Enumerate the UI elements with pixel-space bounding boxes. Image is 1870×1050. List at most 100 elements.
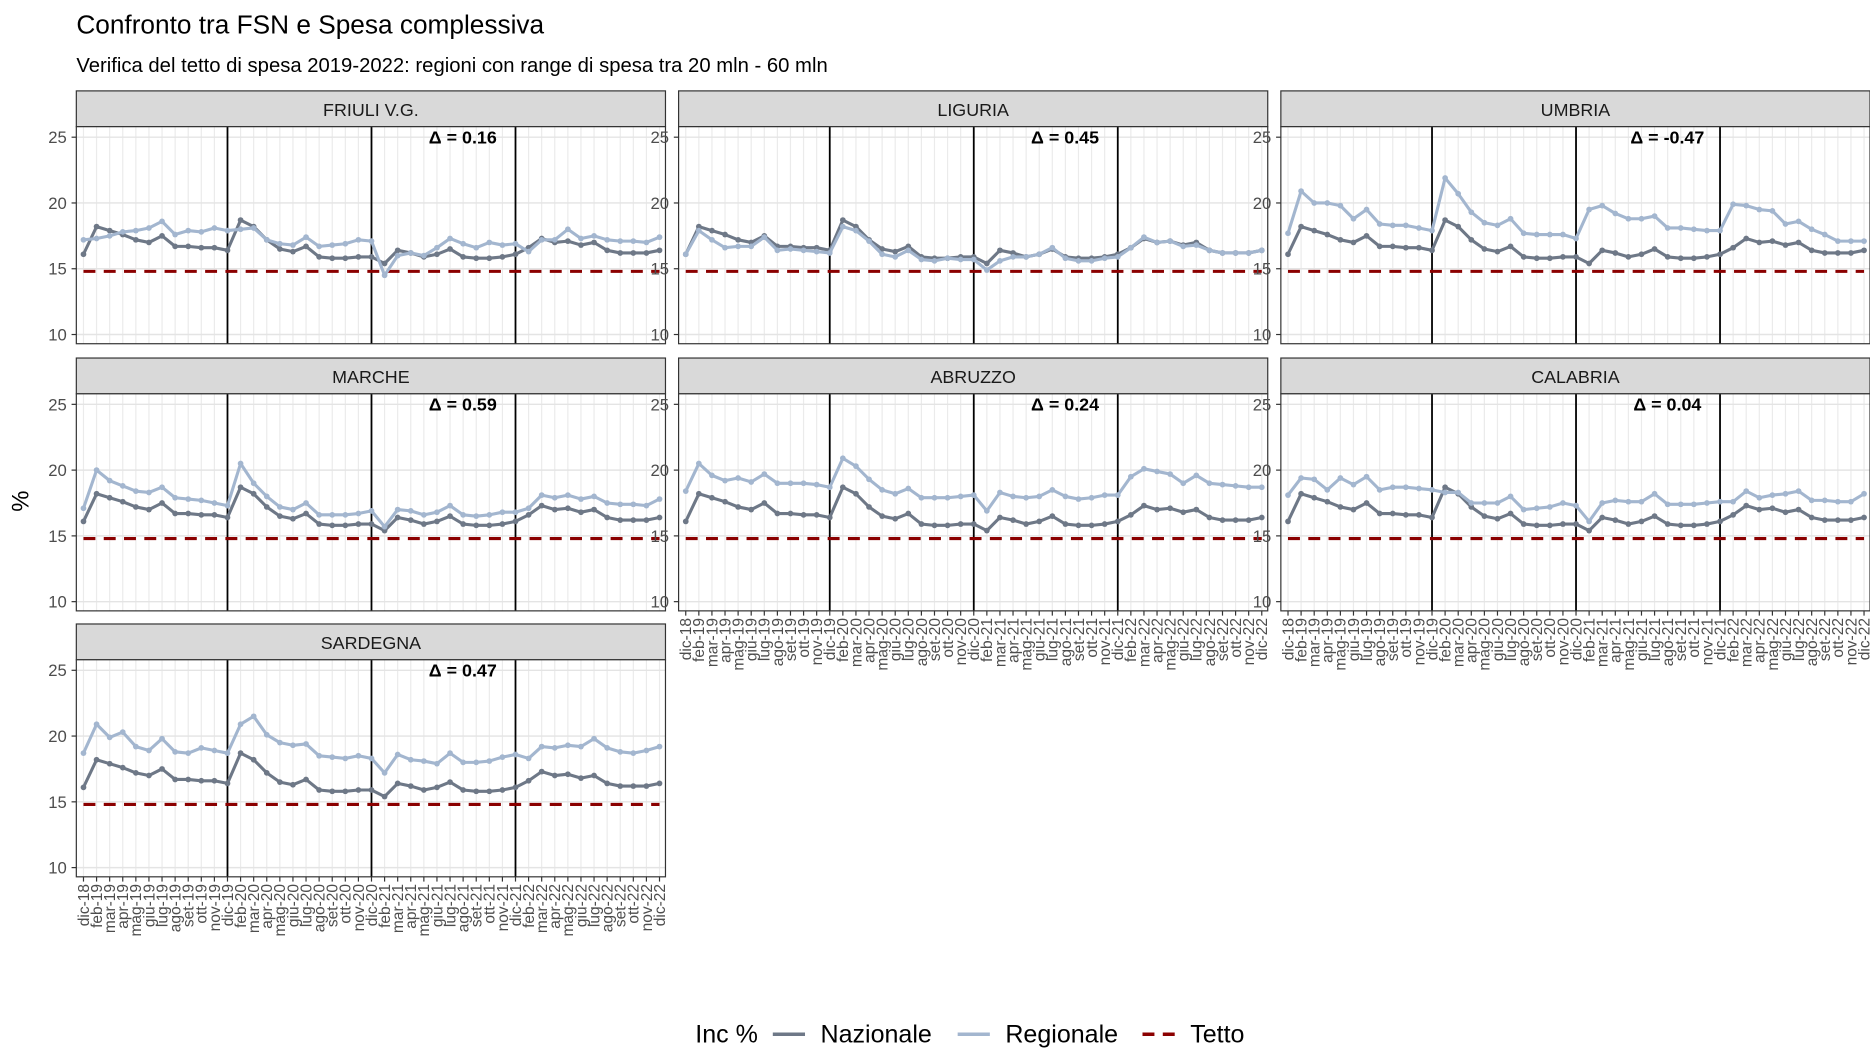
data-point (630, 501, 637, 508)
data-point (1154, 239, 1160, 246)
data-point (1429, 247, 1435, 254)
data-point (1651, 513, 1658, 520)
data-point (578, 509, 584, 516)
data-point (93, 756, 100, 763)
data-point (787, 246, 794, 252)
data-point (578, 496, 584, 502)
data-point (1481, 246, 1488, 252)
y-tick-label: 10 (1253, 325, 1272, 344)
data-point (119, 498, 126, 505)
data-point (473, 759, 480, 766)
x-tick-label: ago-20 (914, 618, 931, 667)
strip (75, 90, 667, 128)
x-tick-label: ago-22 (600, 884, 617, 932)
data-point (303, 510, 309, 517)
data-point (1507, 215, 1514, 222)
panel-border (677, 126, 1269, 345)
data-point (748, 243, 755, 250)
data-point (407, 250, 414, 256)
data-point (1834, 517, 1841, 523)
x-tick-label: ott-22 (1830, 618, 1847, 658)
data-point (1101, 255, 1108, 262)
data-point (735, 243, 741, 250)
x-tick-label: ago-20 (1516, 618, 1533, 667)
data-point (1402, 484, 1409, 491)
data-point (905, 243, 912, 250)
data-point (1625, 521, 1632, 527)
data-point (316, 243, 322, 250)
data-point (656, 514, 663, 521)
x-tick-label: ago-21 (456, 884, 473, 932)
x-tick-label: lug-21 (1045, 618, 1062, 661)
data-point (447, 246, 453, 252)
data-point (1861, 490, 1867, 497)
data-point (970, 256, 977, 263)
data-point (250, 225, 257, 231)
data-point (106, 477, 113, 484)
data-point (1756, 206, 1763, 213)
x-tick-label: mar-22 (1136, 618, 1153, 667)
data-point (185, 496, 192, 502)
data-point (1494, 248, 1501, 255)
data-point (1625, 254, 1632, 260)
data-point (1062, 255, 1069, 262)
data-point (1743, 502, 1750, 509)
data-point (146, 225, 152, 231)
data-point (839, 455, 846, 462)
data-point (1560, 500, 1566, 506)
data-point (211, 225, 218, 231)
data-point (1127, 511, 1134, 518)
data-point (1363, 206, 1370, 213)
data-point (237, 484, 244, 491)
x-tick-label: giu-20 (285, 884, 302, 927)
data-point (381, 770, 388, 776)
data-point (237, 460, 244, 467)
x-tick-label: giu-19 (1346, 618, 1363, 661)
data-point (761, 471, 768, 477)
x-tick-label: dic-22 (1856, 618, 1870, 660)
data-point (931, 494, 938, 501)
data-point (1442, 217, 1448, 223)
x-tick-label: set-21 (1673, 618, 1690, 661)
data-point (1468, 209, 1475, 216)
data-point (250, 756, 257, 763)
data-point (106, 760, 113, 767)
data-point (1638, 251, 1645, 258)
data-point (185, 776, 192, 783)
data-point (394, 780, 401, 787)
x-tick-label: apr-20 (259, 884, 276, 929)
y-tick-label: 15 (1253, 260, 1272, 279)
data-point (93, 235, 100, 242)
y-tick-label: 15 (48, 793, 67, 812)
x-tick-label: mar-20 (246, 884, 263, 933)
data-point (591, 506, 597, 513)
x-tick-label: set-20 (325, 884, 342, 927)
x-tick-label: lug-20 (298, 884, 315, 927)
x-tick-label: dic-18 (76, 884, 93, 926)
data-point (813, 244, 820, 251)
data-point (290, 781, 296, 788)
data-point (1180, 480, 1187, 487)
data-point (355, 510, 362, 517)
data-point (290, 515, 296, 522)
y-tick-label: 10 (48, 325, 67, 344)
x-tick-label: dic-18 (1280, 618, 1297, 660)
data-point (1389, 222, 1396, 229)
x-tick-label: lug-22 (586, 884, 603, 927)
x-tick-label: dic-20 (1568, 618, 1585, 661)
data-point (211, 511, 218, 518)
x-tick-label: apr-21 (1608, 618, 1625, 663)
data-point (93, 467, 100, 473)
x-tick-label: lug-19 (757, 618, 774, 661)
y-tick-label: 25 (48, 395, 67, 414)
data-point (80, 251, 87, 258)
data-point (159, 500, 165, 506)
data-point (1285, 492, 1291, 498)
data-point (316, 752, 322, 759)
data-point (839, 223, 846, 230)
data-point (656, 496, 663, 502)
data-point (1141, 234, 1147, 241)
legend-title: Inc % (695, 1021, 758, 1049)
data-point (172, 243, 178, 250)
